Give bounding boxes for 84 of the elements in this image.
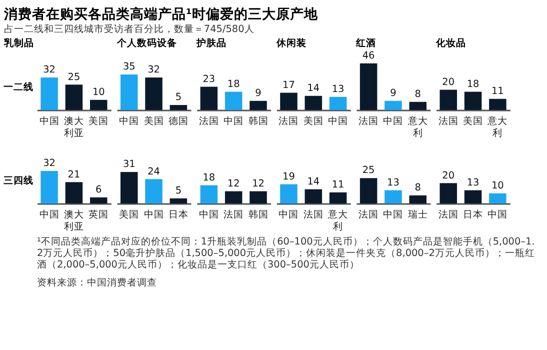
y-axis-title: 一二线 (4, 81, 34, 94)
y-axis-title: 三四线 (4, 174, 34, 187)
x-tick-label: 中国 (119, 115, 140, 128)
x-tick-label: 日本 (463, 208, 484, 221)
data-label: 46 (362, 50, 375, 62)
data-label: 8 (414, 182, 421, 194)
data-label: 9 (390, 88, 396, 100)
x-tick-label: 美国 (303, 115, 324, 128)
data-label: 19 (282, 171, 295, 182)
x-tick-label: 法国 (358, 115, 379, 128)
data-label: 5 (175, 92, 182, 104)
data-label: 20 (442, 76, 455, 88)
data-label: 10 (492, 180, 504, 192)
data-label: 20 (442, 170, 455, 182)
x-tick-label: 法国 (198, 115, 219, 128)
x-tick-label: 美国 (144, 115, 164, 128)
data-label: 12 (227, 178, 240, 190)
text: ¹不同品类高端产品对应的价位不同：1升瓶装乳制品（60–100元人民币）；个人数码产品是智能手机（5,000–1.2万元人民币）；50毫升护肤品（1,500–5,000元人民币）；休闲装是一件夹克（8,000–2万元人民币）；一瓶红酒（2,000–5,000元人民币）；化妆品是一支口红（300–500元人民币） (36, 235, 535, 271)
x-tick-label: 中国 (144, 208, 164, 221)
x-tick-label: 韩国 (248, 208, 268, 221)
chart-title: 护肤品 (196, 36, 227, 49)
x-tick-label: 意大利 (327, 208, 348, 232)
x-tick-label: 中国 (198, 208, 219, 221)
x-tick-label: 日本 (168, 208, 188, 221)
data-label: 6 (96, 184, 102, 196)
x-tick-label: 中国 (224, 115, 244, 128)
data-label: 23 (202, 74, 216, 85)
x-tick-label: 中国 (39, 208, 60, 221)
x-tick-label: 法国 (303, 208, 324, 221)
data-label: 18 (466, 78, 480, 90)
x-tick-label: 德国 (168, 116, 188, 128)
data-label: 8 (414, 89, 421, 100)
text: 资料来源：中国消费者调查 (36, 276, 157, 288)
data-label: 10 (92, 87, 105, 98)
data-label: 17 (282, 80, 295, 91)
x-tick-label: 澳大利亚 (64, 208, 84, 232)
x-tick-label: 英国 (88, 208, 109, 221)
x-tick-label: 意大利 (486, 115, 508, 139)
data-label: 31 (122, 159, 136, 170)
text: 消费者在购买各品类高端产品¹时偏爱的三大原产地 (2, 6, 319, 23)
data-label: 32 (43, 64, 56, 76)
chart-title: 化妆品 (435, 36, 466, 49)
chart-title: 休闲装 (275, 36, 308, 49)
x-tick-label: 韩国 (248, 115, 268, 128)
data-label: 25 (68, 72, 80, 83)
text: 占一二线和三四线城市受访者百分比，数量＝745/580人 (4, 23, 254, 36)
x-tick-label: 法国 (358, 208, 379, 221)
data-label: 13 (332, 84, 344, 95)
data-label: 35 (122, 62, 136, 73)
data-label: 9 (255, 88, 262, 100)
x-tick-label: 法国 (438, 115, 458, 128)
x-tick-label: 澳大利亚 (64, 115, 84, 139)
x-tick-label: 法国 (438, 208, 458, 221)
data-label: 21 (68, 169, 80, 180)
data-label: 14 (307, 82, 320, 94)
chart-title: 个人数码设备 (116, 36, 177, 49)
x-tick-label: 意大利 (406, 115, 428, 139)
x-tick-label: 美国 (119, 208, 140, 221)
data-label: 13 (466, 177, 480, 188)
x-tick-label: 法国 (224, 208, 244, 221)
data-label: 11 (492, 86, 504, 98)
chart-title: 乳制品 (2, 36, 34, 49)
data-label: 32 (43, 158, 56, 170)
data-label: 12 (252, 178, 264, 190)
data-label: 32 (148, 64, 160, 76)
x-tick-label: 中国 (383, 208, 404, 221)
chart-title: 红酒 (355, 36, 376, 49)
data-label: 25 (362, 165, 375, 176)
x-tick-label: 中国 (39, 115, 60, 128)
data-label: 18 (227, 78, 240, 90)
x-tick-label: 美国 (463, 115, 484, 128)
x-tick-label: 中国 (278, 208, 299, 221)
data-label: 13 (387, 177, 400, 188)
x-tick-label: 中国 (328, 115, 348, 128)
x-tick-label: 美国 (88, 115, 109, 128)
data-label: 14 (307, 176, 320, 188)
data-label: 5 (175, 186, 182, 197)
data-label: 24 (148, 166, 160, 178)
data-label: 18 (202, 172, 216, 184)
x-tick-label: 瑞士 (408, 208, 428, 221)
data-label: 11 (332, 179, 344, 190)
x-tick-label: 法国 (278, 115, 299, 128)
x-tick-label: 中国 (488, 208, 508, 221)
x-tick-label: 中国 (383, 115, 404, 128)
